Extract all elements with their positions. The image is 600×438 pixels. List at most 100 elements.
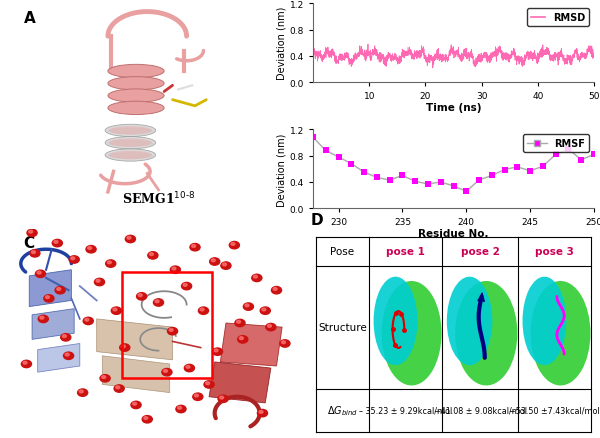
Ellipse shape [105, 137, 155, 149]
Ellipse shape [111, 70, 161, 76]
Polygon shape [38, 344, 80, 372]
Ellipse shape [111, 94, 161, 101]
Circle shape [131, 401, 141, 409]
Circle shape [200, 308, 204, 311]
Ellipse shape [108, 90, 164, 103]
Circle shape [137, 293, 146, 300]
Polygon shape [220, 323, 282, 366]
Circle shape [125, 236, 136, 243]
Circle shape [176, 406, 186, 413]
Text: Pose: Pose [331, 247, 355, 257]
Circle shape [155, 300, 159, 303]
Circle shape [259, 410, 263, 413]
Circle shape [69, 256, 79, 264]
Circle shape [138, 294, 142, 297]
Circle shape [186, 366, 190, 368]
Ellipse shape [109, 152, 152, 160]
Circle shape [236, 321, 241, 323]
Circle shape [107, 261, 111, 264]
Ellipse shape [108, 78, 164, 91]
Circle shape [266, 324, 276, 331]
Circle shape [262, 308, 266, 311]
Y-axis label: Deviation (nm): Deviation (nm) [277, 133, 287, 206]
Circle shape [106, 260, 116, 268]
Ellipse shape [105, 149, 155, 162]
Circle shape [83, 318, 94, 325]
Circle shape [182, 283, 191, 290]
Circle shape [214, 349, 218, 352]
Circle shape [193, 393, 203, 400]
Text: – 35.23 ± 9.29kcal/mol: – 35.23 ± 9.29kcal/mol [359, 406, 452, 415]
Circle shape [52, 240, 62, 247]
Circle shape [223, 263, 226, 266]
Circle shape [280, 340, 290, 347]
Circle shape [172, 268, 176, 270]
Circle shape [231, 243, 235, 246]
Ellipse shape [374, 277, 418, 365]
Ellipse shape [382, 281, 442, 385]
X-axis label: Time (ns): Time (ns) [426, 102, 481, 112]
Text: pose 1: pose 1 [386, 247, 425, 257]
Circle shape [62, 335, 67, 338]
Ellipse shape [107, 129, 153, 134]
Circle shape [212, 348, 223, 356]
Circle shape [102, 376, 106, 378]
Bar [122, 272, 212, 378]
Circle shape [57, 288, 61, 291]
Circle shape [235, 320, 245, 327]
Circle shape [30, 250, 40, 258]
Circle shape [40, 317, 44, 319]
Circle shape [133, 403, 137, 405]
Circle shape [178, 406, 182, 409]
Circle shape [116, 386, 120, 389]
Y-axis label: Deviation (nm): Deviation (nm) [277, 7, 287, 80]
Legend: RMSD: RMSD [527, 9, 589, 27]
Circle shape [31, 251, 35, 254]
Circle shape [148, 252, 158, 259]
Text: Structure: Structure [318, 322, 367, 332]
Circle shape [238, 336, 248, 343]
Circle shape [245, 304, 249, 307]
Circle shape [183, 284, 187, 286]
Circle shape [191, 245, 196, 248]
Polygon shape [102, 356, 170, 393]
Polygon shape [209, 362, 271, 403]
Circle shape [120, 344, 130, 351]
Circle shape [220, 396, 224, 399]
Legend: RMSF: RMSF [523, 135, 589, 153]
Circle shape [260, 307, 271, 314]
Circle shape [144, 417, 148, 420]
Circle shape [209, 258, 220, 265]
Text: A: A [23, 11, 35, 25]
Circle shape [61, 334, 71, 341]
Text: pose 2: pose 2 [461, 247, 500, 257]
Circle shape [281, 341, 286, 344]
Circle shape [252, 275, 262, 282]
Circle shape [154, 299, 164, 307]
Circle shape [257, 410, 268, 417]
Polygon shape [32, 309, 74, 339]
Polygon shape [29, 270, 71, 307]
Ellipse shape [105, 125, 155, 137]
Circle shape [273, 288, 277, 291]
Polygon shape [97, 319, 173, 360]
Circle shape [199, 307, 209, 314]
Ellipse shape [108, 102, 164, 115]
Circle shape [77, 389, 88, 396]
Circle shape [164, 370, 167, 372]
Circle shape [162, 369, 172, 376]
Circle shape [268, 325, 271, 328]
Circle shape [111, 307, 121, 314]
Ellipse shape [455, 281, 517, 385]
Circle shape [29, 231, 32, 233]
Circle shape [190, 244, 200, 251]
Ellipse shape [523, 277, 566, 365]
Ellipse shape [111, 106, 161, 113]
Circle shape [71, 257, 75, 260]
Circle shape [96, 280, 100, 283]
Circle shape [244, 303, 253, 311]
Circle shape [27, 230, 37, 237]
Circle shape [149, 253, 154, 256]
Circle shape [121, 345, 125, 348]
Circle shape [271, 287, 281, 294]
